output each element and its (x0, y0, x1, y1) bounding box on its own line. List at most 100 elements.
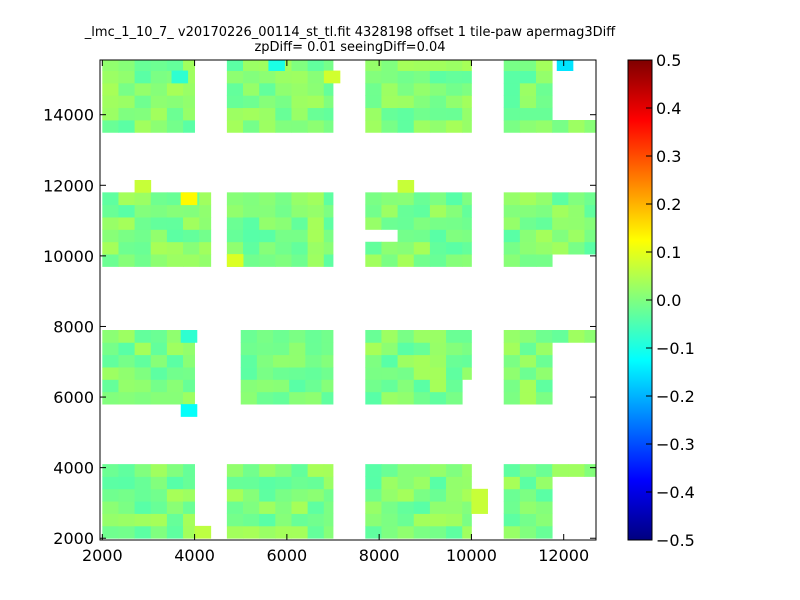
heatmap-cell (429, 204, 447, 218)
heatmap-cell (183, 379, 195, 393)
heatmap-cell (183, 60, 195, 71)
heatmap-cell (519, 513, 537, 527)
heatmap-cell (259, 192, 276, 206)
heatmap-cell (166, 379, 184, 393)
heatmap-cell (397, 204, 415, 218)
heatmap-cell (305, 391, 322, 405)
heatmap-cell (429, 513, 447, 527)
heatmap-cell (226, 120, 244, 133)
heatmap-cell (166, 391, 184, 405)
heatmap-cell (134, 120, 152, 133)
heatmap-cell (118, 330, 136, 343)
heatmap-cell (102, 391, 119, 405)
heatmap-cell (166, 330, 184, 343)
heatmap-cell (381, 342, 398, 356)
heatmap-cell (413, 488, 431, 502)
heatmap-cell (226, 82, 244, 96)
heatmap-cell (275, 70, 292, 84)
heatmap-cell (365, 241, 382, 255)
heatmap-cell (291, 241, 309, 255)
heatmap-cell (381, 60, 398, 71)
x-tick-label: 12000 (538, 546, 589, 565)
heatmap-cell (291, 95, 309, 109)
heatmap-cell (226, 229, 244, 243)
heatmap-cell (413, 367, 431, 380)
heatmap-cell (307, 476, 325, 490)
heatmap-cell (166, 342, 184, 356)
chart-title: _lmc_1_10_7_ v20170226_00114_st_tl.fit 4… (84, 25, 616, 40)
heatmap-cell (150, 354, 168, 368)
heatmap-cell (134, 217, 152, 230)
heatmap-cell (365, 391, 382, 405)
heatmap-cell (413, 342, 431, 356)
heatmap-cell (462, 95, 472, 109)
heatmap-cell (102, 82, 119, 96)
heatmap-cell (503, 525, 521, 539)
heatmap-cell (134, 95, 152, 109)
heatmap-cell (273, 354, 290, 368)
heatmap-cell (183, 476, 195, 490)
heatmap-cell (503, 217, 521, 230)
heatmap-cell (256, 354, 274, 368)
heatmap-cell (226, 476, 244, 490)
heatmap-cell (552, 229, 569, 243)
heatmap-cell (503, 379, 521, 393)
heatmap-cell (365, 354, 382, 368)
heatmap-cell (118, 254, 136, 267)
heatmap-cell (275, 229, 292, 243)
heatmap-cell (397, 330, 415, 343)
heatmap-cell (446, 488, 463, 502)
heatmap-cell (150, 342, 168, 356)
heatmap-cell (471, 501, 488, 514)
heatmap-cell (413, 204, 431, 218)
heatmap-cell (568, 229, 585, 243)
y-tick-label: 4000 (53, 459, 94, 478)
x-tick-label: 6000 (267, 546, 308, 565)
heatmap-cell (446, 82, 463, 96)
heatmap-cell (323, 95, 334, 109)
heatmap-cell (397, 464, 415, 477)
heatmap-cell (397, 342, 415, 356)
heatmap-cell (150, 229, 168, 243)
heatmap-cell (381, 107, 398, 121)
heatmap-cell (256, 379, 274, 393)
heatmap-cell (381, 192, 398, 206)
heatmap-cell (519, 204, 537, 218)
heatmap-cell (552, 330, 569, 343)
heatmap-cell (166, 82, 184, 96)
chart-subtitle: zpDiff= 0.01 seeingDiff=0.04 (254, 40, 446, 55)
heatmap-cell (226, 513, 244, 527)
heatmap-cell (291, 60, 309, 71)
heatmap-cell (413, 70, 431, 84)
heatmap-cell (519, 241, 537, 255)
heatmap-cell (503, 476, 521, 490)
heatmap-cell (134, 82, 152, 96)
heatmap-cell (413, 501, 431, 514)
heatmap-cell (275, 513, 292, 527)
heatmap-cell (365, 204, 382, 218)
heatmap-cell (321, 367, 334, 380)
heatmap-cell (429, 107, 447, 121)
heatmap-cell (307, 241, 325, 255)
heatmap-cell (503, 204, 521, 218)
heatmap-cell (226, 217, 244, 230)
heatmap-cell (275, 525, 292, 539)
heatmap-cell (118, 513, 136, 527)
heatmap-cell (134, 525, 152, 539)
heatmap-cell (180, 192, 198, 206)
heatmap-cell (166, 120, 184, 133)
heatmap-cell (429, 379, 447, 393)
heatmap-cell (413, 379, 431, 393)
heatmap-cell (413, 229, 431, 243)
heatmap-cell (134, 354, 152, 368)
heatmap-cell (166, 367, 184, 380)
heatmap-cell (134, 488, 152, 502)
heatmap-cell (365, 120, 382, 133)
heatmap-cell (275, 95, 292, 109)
heatmap-cell (134, 379, 152, 393)
heatmap-cell (536, 488, 553, 502)
heatmap-cell (102, 107, 119, 121)
heatmap-cell (183, 95, 195, 109)
x-axis: 2000 4000 6000 8000 10000 12000 (82, 60, 589, 565)
heatmap-cell (307, 204, 325, 218)
